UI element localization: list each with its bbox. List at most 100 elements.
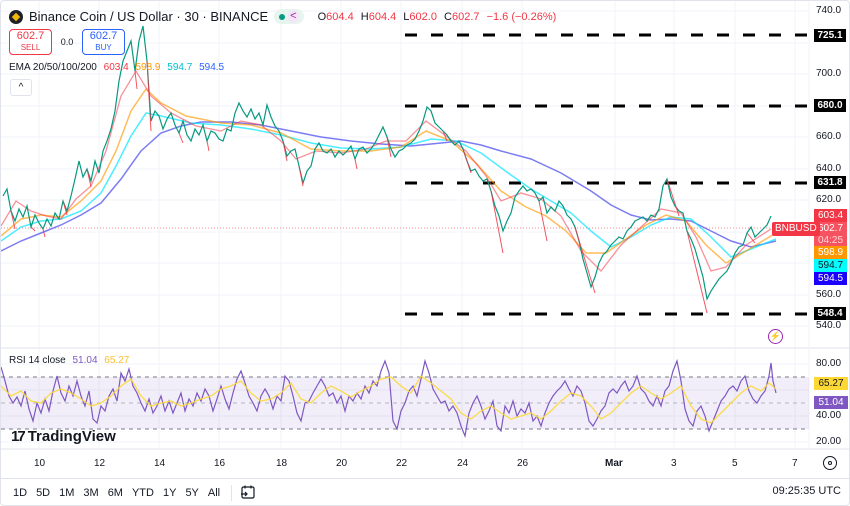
settings-gear-icon[interactable] <box>823 456 837 470</box>
ema-legend[interactable]: EMA 20/50/100/200 603.4 598.9 594.7 594.… <box>9 62 228 73</box>
ema-label: EMA 20/50/100/200 <box>9 62 97 73</box>
sell-button[interactable]: 602.7 SELL <box>9 29 52 55</box>
symbol-price-label: BNBUSD <box>772 222 820 236</box>
range-1m[interactable]: 1M <box>59 487 75 499</box>
range-5d[interactable]: 5D <box>36 487 51 499</box>
time-tick: 12 <box>94 458 106 469</box>
ema100-value: 594.7 <box>167 62 193 73</box>
rsi-ma-tag: 65.27 <box>814 377 848 390</box>
price-tick: 660.0 <box>816 131 842 142</box>
share-icon[interactable]: < <box>288 10 299 23</box>
rsi-value: 51.04 <box>72 355 98 366</box>
range-ytd[interactable]: YTD <box>131 487 154 499</box>
ema20-value: 603.4 <box>103 62 129 73</box>
price-tick: 700.0 <box>816 68 842 79</box>
rsi-tick: 80.00 <box>816 358 842 369</box>
last-price-tag: 602.7 <box>814 222 847 235</box>
time-tick: 22 <box>396 458 408 469</box>
open-label: O <box>317 10 327 23</box>
collapse-legend-button[interactable]: ^ <box>10 79 32 96</box>
rsi-value-tag: 51.04 <box>814 396 848 409</box>
ohlc-values: O604.4 H604.4 L602.0 C602.7 −1.6 (−0.26%… <box>318 11 561 23</box>
high-label: H <box>360 10 369 23</box>
ema100-price-tag: 594.7 <box>814 259 847 272</box>
time-tick: 14 <box>154 458 166 469</box>
trade-buttons: 602.7 SELL 0.0 602.7 BUY <box>9 29 125 55</box>
rsi-tick: 40.00 <box>816 410 842 421</box>
ema200-price-tag: 594.5 <box>814 272 847 285</box>
buy-price: 602.7 <box>89 30 118 42</box>
range-all[interactable]: All <box>207 487 221 499</box>
binance-logo-icon <box>9 9 23 24</box>
go-to-date-calendar-icon[interactable] <box>240 484 256 503</box>
low-label: L <box>403 10 410 23</box>
level-tag-680[interactable]: 680.0 <box>814 99 846 112</box>
lightning-alert-icon[interactable]: ⚡ <box>768 329 783 344</box>
rsi-line <box>1 358 777 439</box>
ema100-line <box>1 112 777 258</box>
range-5y[interactable]: 5Y <box>185 487 199 499</box>
tradingview-logo[interactable]: 17 TradingView <box>11 428 116 445</box>
time-tick: 18 <box>276 458 288 469</box>
tradingview-mark-icon: 17 <box>11 428 26 445</box>
clock-utc[interactable]: 09:25:35 UTC <box>772 485 841 497</box>
level-tag-548[interactable]: 548.4 <box>814 307 846 320</box>
close-label: C <box>444 10 452 23</box>
range-1y[interactable]: 1Y <box>162 487 177 499</box>
rsi-legend[interactable]: RSI 14 close 51.04 65.27 <box>9 355 133 366</box>
time-tick: 3 <box>671 458 677 469</box>
high-value: 604.4 <box>368 10 397 23</box>
ema20-line <box>1 69 772 272</box>
level-tag-725[interactable]: 725.1 <box>814 29 846 42</box>
ema50-price-tag: 598.9 <box>814 246 847 259</box>
level-tag-631[interactable]: 631.8 <box>814 176 846 189</box>
tradingview-text: TradingView <box>27 428 116 445</box>
time-tick: 26 <box>517 458 529 469</box>
time-tick: 20 <box>336 458 348 469</box>
ema50-value: 598.9 <box>135 62 161 73</box>
range-3m[interactable]: 3M <box>83 487 99 499</box>
toolbar-divider <box>231 485 233 501</box>
candles <box>2 25 772 314</box>
sell-price: 602.7 <box>16 30 45 42</box>
bar-countdown: 04:25 <box>814 234 847 247</box>
sell-label: SELL <box>20 43 41 52</box>
time-tick: 10 <box>34 458 46 469</box>
price-tick: 740.0 <box>816 5 842 16</box>
time-tick: 16 <box>214 458 226 469</box>
price-tick: 640.0 <box>816 163 842 174</box>
rsi-ma-value: 65.27 <box>104 355 130 366</box>
open-value: 604.4 <box>326 10 354 23</box>
chevron-up-icon: ^ <box>18 82 24 93</box>
price-tick: 560.0 <box>816 289 842 300</box>
price-tick: 540.0 <box>816 320 842 331</box>
bottom-toolbar: 1D 5D 1M 3M 6M YTD 1Y 5Y All <box>1 478 849 505</box>
horizontal-levels <box>405 33 809 316</box>
ema200-value: 594.5 <box>199 62 225 73</box>
close-value: 602.7 <box>451 10 480 23</box>
time-tick: 24 <box>457 458 469 469</box>
time-tick: 5 <box>732 458 738 469</box>
ema20-price-tag: 603.4 <box>814 209 847 222</box>
rsi-ma-line <box>1 375 777 424</box>
buy-label: BUY <box>95 43 112 52</box>
rsi-tick: 20.00 <box>816 436 842 447</box>
rsi-label: RSI 14 close <box>9 355 66 366</box>
range-6m[interactable]: 6M <box>107 487 123 499</box>
buy-button[interactable]: 602.7 BUY <box>82 29 125 55</box>
spread-value: 0.0 <box>60 37 74 47</box>
symbol-legend: Binance Coin / US Dollar · 30 · BINANCE … <box>9 9 560 24</box>
low-value: 602.0 <box>409 10 437 23</box>
symbol-title[interactable]: Binance Coin / US Dollar · 30 · BINANCE <box>29 9 269 24</box>
ema200-line <box>1 121 777 252</box>
range-1d[interactable]: 1D <box>13 487 28 499</box>
market-status-pill[interactable]: < <box>274 9 304 24</box>
market-open-dot-icon <box>279 13 286 20</box>
time-tick-month: Mar <box>605 458 623 469</box>
ema50-line <box>1 87 777 264</box>
change-value: −1.6 (−0.26%) <box>486 10 557 23</box>
price-tick: 620.0 <box>816 194 842 205</box>
time-tick: 7 <box>792 458 798 469</box>
